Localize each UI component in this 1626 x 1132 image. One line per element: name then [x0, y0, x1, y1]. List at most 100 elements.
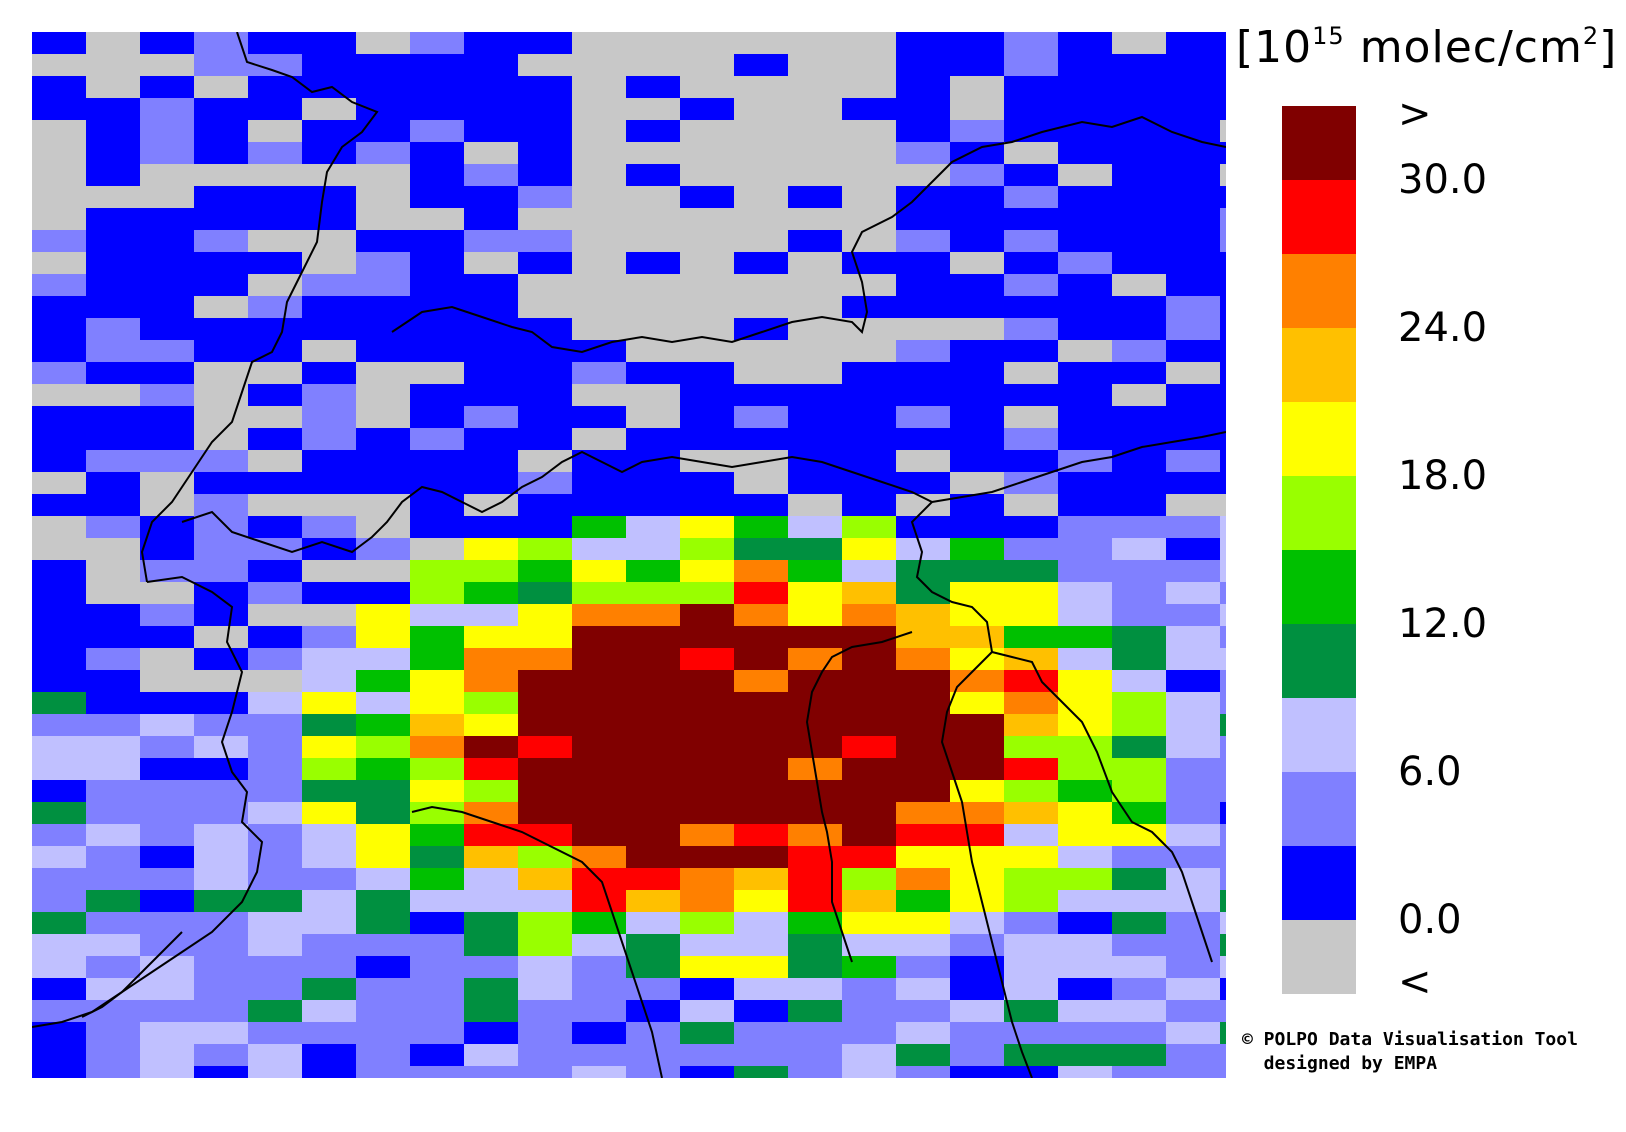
grid-cell	[248, 252, 302, 274]
grid-cell	[32, 494, 86, 516]
grid-cell	[842, 868, 896, 890]
grid-cell	[788, 1044, 842, 1066]
grid-cell	[410, 736, 464, 758]
grid-cell	[842, 230, 896, 252]
grid-cell	[356, 208, 410, 230]
grid-cell	[140, 428, 194, 450]
grid-cell	[32, 736, 86, 758]
grid-cell	[302, 758, 356, 780]
grid-cell	[572, 1066, 626, 1078]
grid-cell	[464, 230, 518, 252]
grid-cell	[248, 428, 302, 450]
color-scale-segment	[1282, 550, 1356, 624]
grid-cell	[788, 868, 842, 890]
grid-cell	[248, 604, 302, 626]
grid-cell	[410, 538, 464, 560]
grid-cell	[194, 846, 248, 868]
grid-cell	[788, 516, 842, 538]
grid-cell	[248, 780, 302, 802]
grid-cell	[356, 934, 410, 956]
grid-cell	[356, 736, 410, 758]
grid-cell	[788, 692, 842, 714]
color-scale-segment	[1282, 476, 1356, 550]
grid-cell	[248, 32, 302, 54]
grid-cell	[302, 934, 356, 956]
grid-cell	[680, 1044, 734, 1066]
grid-cell	[1058, 758, 1112, 780]
grid-cell	[356, 1066, 410, 1078]
grid-cell	[464, 164, 518, 186]
grid-cell	[572, 538, 626, 560]
grid-cell	[32, 582, 86, 604]
grid-cell	[1220, 868, 1226, 890]
grid-cell	[302, 32, 356, 54]
grid-cell	[626, 582, 680, 604]
grid-cell	[32, 252, 86, 274]
grid-cell	[356, 318, 410, 340]
grid-cell	[32, 318, 86, 340]
grid-cell	[1166, 780, 1220, 802]
grid-cell	[1112, 560, 1166, 582]
grid-cell	[248, 582, 302, 604]
grid-cell	[1112, 1044, 1166, 1066]
grid-cell	[1220, 1022, 1226, 1044]
grid-cell	[842, 32, 896, 54]
grid-cell	[140, 538, 194, 560]
grid-cell	[842, 186, 896, 208]
grid-cell	[734, 604, 788, 626]
color-scale-segment	[1282, 624, 1356, 698]
grid-cell	[734, 736, 788, 758]
grid-cell	[950, 318, 1004, 340]
grid-cell	[896, 890, 950, 912]
grid-cell	[788, 318, 842, 340]
grid-cell	[194, 76, 248, 98]
grid-cell	[356, 538, 410, 560]
grid-cell	[734, 296, 788, 318]
grid-cell	[842, 670, 896, 692]
grid-cell	[140, 780, 194, 802]
grid-cell	[32, 626, 86, 648]
grid-cell	[194, 274, 248, 296]
grid-cell	[410, 208, 464, 230]
grid-cell	[248, 362, 302, 384]
grid-cell	[1004, 54, 1058, 76]
grid-cell	[1166, 758, 1220, 780]
grid-cell	[842, 560, 896, 582]
grid-cell	[572, 670, 626, 692]
grid-cell	[86, 296, 140, 318]
grid-cell	[950, 1022, 1004, 1044]
grid-cell	[140, 450, 194, 472]
grid-cell	[788, 230, 842, 252]
grid-cell	[194, 406, 248, 428]
grid-cell	[680, 934, 734, 956]
grid-cell	[518, 1066, 572, 1078]
grid-cell	[32, 472, 86, 494]
grid-cell	[410, 758, 464, 780]
grid-cell	[302, 714, 356, 736]
grid-cell	[842, 912, 896, 934]
grid-cell	[464, 692, 518, 714]
grid-cell	[248, 296, 302, 318]
grid-cell	[734, 824, 788, 846]
grid-cell	[1058, 868, 1112, 890]
grid-cell	[464, 670, 518, 692]
grid-cell	[842, 120, 896, 142]
grid-cell	[626, 780, 680, 802]
grid-cell	[1058, 912, 1112, 934]
grid-cell	[1166, 956, 1220, 978]
grid-cell	[248, 560, 302, 582]
grid-cell	[140, 76, 194, 98]
grid-cell	[32, 384, 86, 406]
grid-cell	[86, 208, 140, 230]
grid-cell	[950, 252, 1004, 274]
grid-cell	[788, 1022, 842, 1044]
grid-cell	[464, 846, 518, 868]
border-line	[910, 501, 1033, 1078]
grid-cell	[1058, 714, 1112, 736]
grid-cell	[734, 1000, 788, 1022]
grid-cell	[626, 406, 680, 428]
grid-cell	[302, 230, 356, 252]
grid-cell	[1112, 538, 1166, 560]
grid-cell	[248, 472, 302, 494]
grid-cell	[32, 758, 86, 780]
